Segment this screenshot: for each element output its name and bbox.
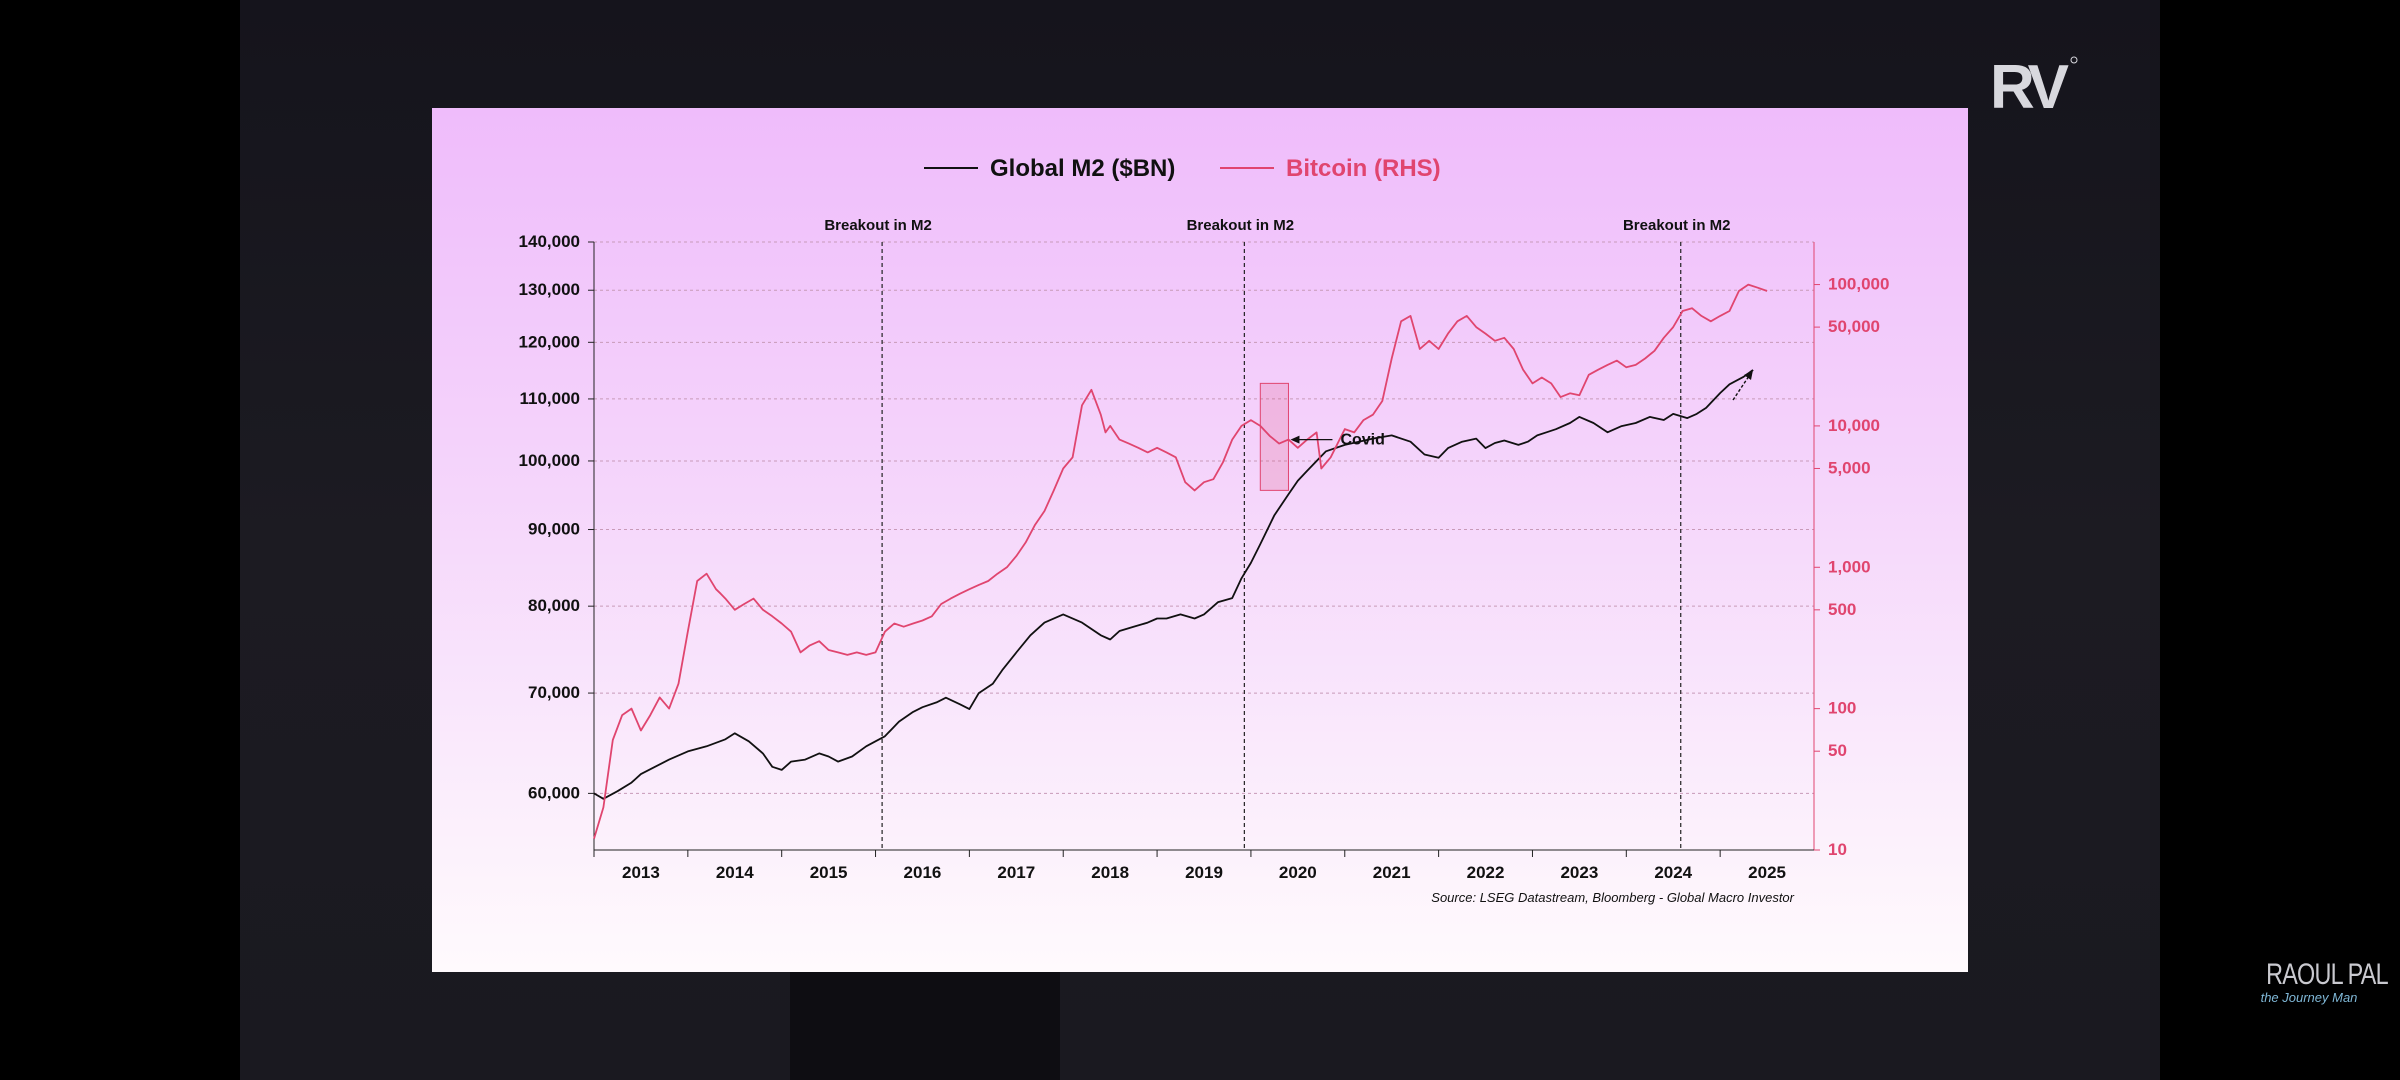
legend: Global M2 ($BN) Bitcoin (RHS) xyxy=(924,155,1441,182)
left-tick-label: 110,000 xyxy=(519,389,580,408)
breakout-label: Breakout in M2 xyxy=(1623,217,1731,234)
series-lines xyxy=(593,283,1768,840)
x-tick-label: 2016 xyxy=(904,863,942,882)
left-tick-label: 60,000 xyxy=(528,783,580,802)
left-tick-label: 70,000 xyxy=(528,683,580,702)
x-tick-label: 2018 xyxy=(1091,863,1129,882)
right-tick-label: 1,000 xyxy=(1828,557,1871,576)
brand-tagline: the Journey Man xyxy=(2260,990,2358,1005)
left-tick-label: 80,000 xyxy=(528,596,580,615)
axes: 60,000 70,000 80,000 90,000 100,000 110,000 12… xyxy=(519,232,1890,882)
bitcoin-series-line xyxy=(593,283,1768,840)
covid-arrowhead xyxy=(1290,435,1300,444)
x-tick-label: 2014 xyxy=(716,863,754,882)
annotations: Covid xyxy=(1259,369,1754,491)
m2-series-line xyxy=(593,369,1754,800)
x-tick-label: 2020 xyxy=(1279,863,1317,882)
left-tick-label: 140,000 xyxy=(519,232,580,251)
right-tick-label: 500 xyxy=(1828,600,1856,619)
right-tick-label: 100,000 xyxy=(1828,275,1889,294)
x-tick-label: 2017 xyxy=(997,863,1035,882)
legend-label-bitcoin: Bitcoin (RHS) xyxy=(1286,155,1441,182)
x-tick-label: 2015 xyxy=(810,863,848,882)
right-tick-label: 10 xyxy=(1828,840,1847,859)
x-tick-label: 2025 xyxy=(1748,863,1786,882)
right-tick-label: 50 xyxy=(1828,741,1847,760)
chart-slide: 60,000 70,000 80,000 90,000 100,000 110,000 12… xyxy=(432,108,1968,972)
legend-label-m2: Global M2 ($BN) xyxy=(990,155,1175,182)
left-tick-label: 100,000 xyxy=(519,451,580,470)
x-tick-label: 2022 xyxy=(1467,863,1505,882)
podium-shadow xyxy=(790,970,1060,1080)
x-tick-label: 2013 xyxy=(622,863,660,882)
right-tick-label: 10,000 xyxy=(1828,416,1880,435)
x-tick-label: 2019 xyxy=(1185,863,1223,882)
source-note: Source: LSEG Datastream, Bloomberg - Glo… xyxy=(1431,890,1794,905)
x-tick-label: 2021 xyxy=(1373,863,1411,882)
breakout-label: Breakout in M2 xyxy=(824,217,932,234)
left-tick-label: 130,000 xyxy=(519,280,580,299)
right-tick-label: 50,000 xyxy=(1828,317,1880,336)
presentation-screen: 60,000 70,000 80,000 90,000 100,000 110,000 12… xyxy=(240,0,2160,1080)
x-tick-label: 2023 xyxy=(1560,863,1598,882)
breakout-label: Breakout in M2 xyxy=(1187,217,1295,234)
brand-name: RAOUL PAL xyxy=(2266,958,2389,991)
left-tick-label: 90,000 xyxy=(528,520,580,539)
right-tick-label: 100 xyxy=(1828,699,1856,718)
gridlines xyxy=(594,241,1814,794)
covid-box xyxy=(1259,382,1289,491)
rv-logo-icon: RV xyxy=(1990,53,2078,116)
chart: 60,000 70,000 80,000 90,000 100,000 110,000 12… xyxy=(519,155,1890,905)
right-tick-label: 5,000 xyxy=(1828,458,1871,477)
brand-watermark: RAOUL PAL the Journey Man xyxy=(2254,958,2389,1005)
breakout-lines: Breakout in M2 Breakout in M2 Breakout in … xyxy=(824,217,1731,850)
left-tick-label: 120,000 xyxy=(519,332,580,351)
x-tick-label: 2024 xyxy=(1654,863,1692,882)
svg-text:RV: RV xyxy=(1990,53,2069,116)
arrowhead xyxy=(1744,370,1753,381)
covid-label: Covid xyxy=(1340,432,1384,449)
